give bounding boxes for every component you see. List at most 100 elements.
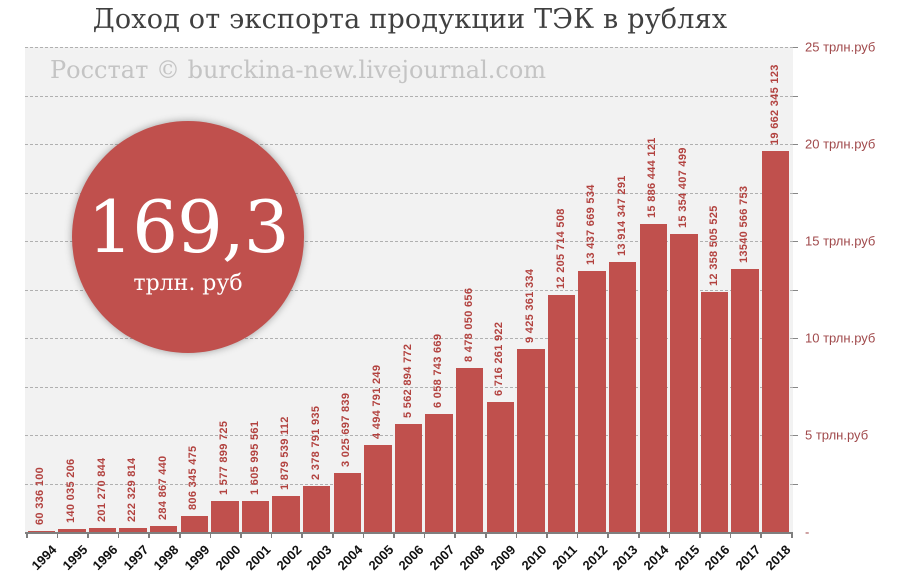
- x-tick-label: 1994: [28, 542, 60, 574]
- bar-2009: [486, 401, 515, 532]
- x-tick-label: 2001: [242, 542, 274, 574]
- bar-2016: [700, 292, 729, 532]
- x-tick: [332, 532, 334, 538]
- x-tick: [393, 532, 395, 538]
- bar-value-label: 4 494 791 249: [370, 364, 383, 439]
- bar-2004: [333, 473, 362, 532]
- total-unit: трлн. руб: [133, 271, 243, 296]
- bar-2013: [608, 262, 637, 532]
- bar-2011: [547, 295, 576, 532]
- x-tick-label: 2005: [365, 542, 397, 574]
- x-tick-label: 2007: [426, 542, 458, 574]
- x-tick: [699, 532, 701, 538]
- chart-title: Доход от экспорта продукции ТЭК в рублях: [92, 4, 728, 35]
- bar-value-label: 1 577 899 725: [217, 421, 230, 496]
- bar-value-label: 8 478 050 656: [462, 287, 475, 362]
- bar-value-label: 12 205 714 508: [554, 208, 567, 290]
- bar-value-label: 140 035 206: [64, 458, 77, 524]
- y-tick-label: -: [805, 524, 810, 540]
- bar-value-label: 222 329 814: [126, 457, 139, 522]
- x-tick-label: 2017: [732, 542, 764, 574]
- bar-2006: [394, 424, 423, 532]
- x-tick-label: 1999: [181, 542, 213, 574]
- y-tick: [793, 338, 798, 339]
- x-tick: [668, 532, 671, 538]
- x-tick: [87, 532, 89, 538]
- x-tick-label: 2008: [456, 542, 488, 574]
- x-tick: [148, 532, 150, 538]
- y-tick: [793, 47, 798, 48]
- bar-value-label: 13 914 347 291: [615, 175, 628, 257]
- x-tick: [760, 532, 762, 538]
- bar-value-label: 5 562 894 772: [401, 343, 414, 419]
- bar-1998: [149, 526, 178, 532]
- bar-value-label: 6 716 261 922: [493, 321, 506, 396]
- bar-value-label: 806 345 475: [187, 445, 200, 511]
- bar-value-label: 9 425 361 334: [523, 268, 536, 344]
- x-tick-label: 1998: [150, 542, 182, 574]
- y-tick-label: 25 трлн.руб: [805, 39, 876, 55]
- x-tick: [515, 532, 518, 538]
- bar-value-label: 15 886 444 121: [646, 137, 659, 218]
- y-tick: [793, 192, 798, 194]
- bar-value-label: 12 358 505 525: [707, 205, 720, 287]
- bar-1996: [88, 528, 117, 532]
- bar-2007: [425, 414, 453, 532]
- gridline: [25, 289, 793, 291]
- x-tick: [270, 532, 273, 538]
- bar-2017: [731, 269, 759, 532]
- bar-2010: [517, 349, 545, 532]
- bar-value-label: 13 437 669 534: [585, 184, 598, 266]
- gridline: [25, 192, 793, 194]
- x-tick: [454, 532, 456, 538]
- x-tick: [791, 532, 793, 538]
- x-tick: [179, 532, 181, 538]
- bar-value-label: 13540 566 753: [738, 186, 751, 264]
- gridline: [25, 144, 793, 145]
- bar-value-label: 60 336 100: [34, 466, 47, 525]
- x-tick-label: 2004: [334, 542, 366, 574]
- bar-2002: [272, 495, 300, 532]
- bar-2014: [639, 223, 668, 532]
- bar-value-label: 19 662 345 123: [768, 63, 781, 145]
- source-watermark: Росстат © burckina-new.livejournal.com: [50, 56, 547, 84]
- bar-1995: [58, 529, 86, 532]
- x-tick: [117, 532, 120, 538]
- y-tick: [793, 95, 798, 97]
- x-tick-label: 1997: [120, 542, 152, 574]
- x-tick-label: 2009: [487, 542, 519, 574]
- x-tick-label: 2015: [671, 542, 703, 574]
- bar-1999: [180, 516, 209, 532]
- gridline: [25, 47, 793, 48]
- x-tick: [485, 532, 487, 538]
- y-tick: [793, 435, 798, 436]
- x-tick-label: 2014: [640, 542, 672, 574]
- y-tick-label: 15 трлн.руб: [805, 233, 876, 249]
- x-tick-label: 2000: [212, 542, 244, 574]
- x-tick: [240, 532, 242, 538]
- y-tick-label: 5 трлн.руб: [805, 427, 869, 443]
- bar-value-label: 2 378 791 935: [309, 405, 322, 480]
- x-tick-label: 2013: [609, 542, 641, 574]
- bar-2008: [455, 367, 484, 532]
- bar-1994: [27, 530, 56, 532]
- x-tick: [638, 532, 640, 538]
- bar-2012: [578, 271, 606, 532]
- bar-2000: [211, 501, 239, 532]
- x-tick: [362, 532, 365, 538]
- x-tick: [546, 532, 548, 538]
- total-badge: 169,3 трлн. руб: [72, 121, 304, 353]
- gridline: [25, 95, 793, 97]
- x-tick-label: 2003: [303, 542, 335, 574]
- total-value: 169,3: [87, 185, 289, 269]
- x-tick: [729, 532, 732, 538]
- x-axis-line: [25, 532, 793, 534]
- bar-value-label: 201 270 844: [95, 457, 108, 523]
- y-tick: [793, 386, 798, 388]
- x-tick: [26, 532, 28, 538]
- y-tick-label: 20 трлн.руб: [805, 136, 876, 152]
- gridline: [25, 338, 793, 339]
- bar-1997: [119, 527, 147, 532]
- bar-value-label: 6 058 743 669: [432, 334, 445, 409]
- y-tick: [793, 483, 798, 485]
